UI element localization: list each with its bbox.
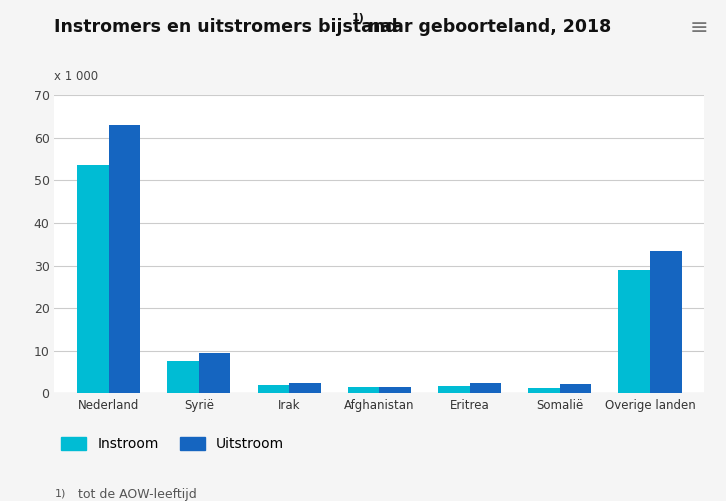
Text: 1): 1)	[54, 488, 66, 498]
Bar	[199, 353, 230, 393]
Text: ≡: ≡	[689, 18, 708, 38]
Bar	[109, 125, 140, 393]
Bar	[529, 388, 560, 393]
Bar	[560, 384, 592, 393]
Text: tot de AOW-leeftijd: tot de AOW-leeftijd	[70, 488, 197, 501]
Bar	[167, 361, 199, 393]
Text: naar geboorteland, 2018: naar geboorteland, 2018	[362, 18, 611, 36]
Bar	[619, 270, 650, 393]
Bar	[650, 250, 682, 393]
Bar	[289, 383, 321, 393]
Legend: Instroom, Uitstroom: Instroom, Uitstroom	[62, 437, 284, 451]
Bar	[438, 386, 470, 393]
Bar	[258, 385, 289, 393]
Bar	[470, 383, 501, 393]
Text: 1): 1)	[352, 13, 365, 23]
Text: x 1 000: x 1 000	[54, 70, 99, 83]
Text: Instromers en uitstromers bijstand: Instromers en uitstromers bijstand	[54, 18, 398, 36]
Bar	[77, 165, 109, 393]
Bar	[380, 387, 411, 393]
Bar	[348, 387, 380, 393]
